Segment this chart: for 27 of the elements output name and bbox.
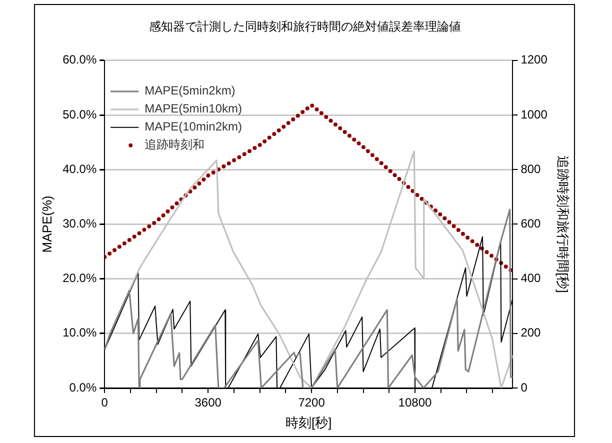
legend-label: MAPE(5min2km): [144, 84, 236, 98]
y-tick-label: 50.0%: [62, 107, 97, 122]
x-axis-title: 時刻[秒]: [286, 414, 332, 430]
y-tick-label: 40.0%: [62, 162, 97, 176]
y2-tick-label: 1000: [520, 107, 548, 122]
y2-axis-title: 追跡時刻和旅行時間[秒]: [556, 156, 571, 293]
y-tick-label: 0.0%: [69, 380, 97, 394]
legend-label: MAPE(10min2km): [144, 120, 242, 134]
line-series: [104, 103, 513, 274]
y2-tick-label: 200: [520, 326, 542, 340]
y2-tick-label: 0: [520, 380, 528, 394]
y2-tick-label: 600: [520, 216, 542, 231]
y-tick-label: 60.0%: [62, 52, 97, 67]
y-tick-label: 10.0%: [62, 326, 97, 340]
legend-label: 追跡時刻和: [144, 138, 205, 152]
y-tick-label: 30.0%: [62, 216, 97, 231]
x-tick-label: 0: [101, 396, 108, 410]
chart-title: 感知器で計測した同時刻和旅行時間の絶対値誤差率理論値: [149, 20, 461, 34]
x-tick-label: 7200: [298, 396, 326, 410]
legend-label: MAPE(5min10km): [144, 102, 242, 116]
y-axis-title: MAPE(%): [39, 196, 54, 253]
y2-tick-label: 800: [520, 162, 542, 176]
y-tick-label: 20.0%: [62, 271, 97, 286]
x-tick-label: 10800: [398, 396, 432, 410]
y2-tick-label: 1200: [520, 52, 548, 67]
x-tick-label: 3600: [194, 396, 222, 410]
y2-tick-label: 400: [520, 271, 542, 286]
